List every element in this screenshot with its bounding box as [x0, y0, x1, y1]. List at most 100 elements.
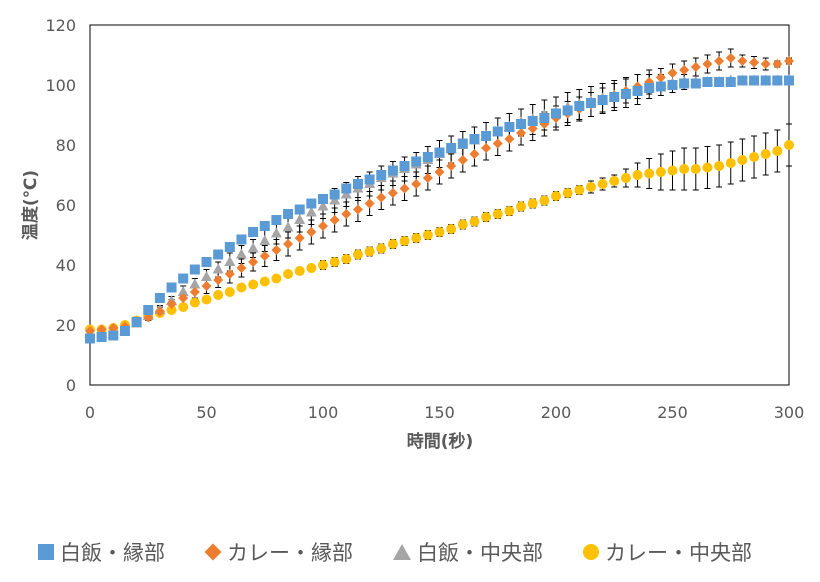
point-white-rice-edge [201, 257, 212, 267]
point-white-rice-edge [131, 317, 142, 327]
point-white-rice-edge [248, 227, 259, 237]
point-curry-center [760, 149, 771, 159]
point-curry-center [306, 263, 317, 273]
point-curry-center [201, 294, 212, 305]
point-curry-edge [364, 198, 375, 209]
point-curry-edge [434, 167, 445, 177]
point-white-rice-edge [737, 75, 748, 86]
x-tick-label: 300 [774, 403, 805, 422]
point-curry-center [178, 302, 189, 312]
point-curry-edge [469, 149, 480, 159]
point-white-rice-edge [539, 113, 550, 123]
point-white-rice-edge [772, 75, 783, 86]
y-tick-label: 20 [56, 316, 76, 335]
point-white-rice-center [282, 221, 294, 232]
point-curry-edge [667, 68, 678, 78]
point-curry-edge [352, 204, 363, 215]
point-curry-edge [306, 227, 317, 237]
point-curry-edge [248, 257, 259, 267]
point-white-rice-center [235, 248, 247, 259]
point-curry-center [702, 162, 713, 173]
point-white-rice-center [212, 263, 224, 274]
legend-label: 白飯・中央部 [417, 541, 543, 565]
point-curry-center [259, 276, 270, 287]
x-axis-title: 時間(秒) [407, 431, 474, 452]
point-white-rice-edge [213, 249, 224, 260]
point-curry-edge [154, 306, 165, 317]
point-white-rice-edge [259, 221, 270, 231]
point-white-rice-edge [154, 293, 165, 303]
point-curry-center [294, 266, 305, 276]
point-curry-edge [702, 59, 713, 69]
point-curry-center [725, 158, 736, 168]
legend-label: カレー・縁部 [227, 541, 353, 565]
point-white-rice-edge [85, 333, 95, 344]
point-white-rice-edge [749, 75, 760, 86]
x-tick-labels: 0 50 100 150 200 250 300 [85, 403, 804, 422]
point-curry-center [329, 257, 340, 267]
point-white-rice-center [317, 200, 329, 211]
point-curry-edge [376, 192, 387, 203]
point-curry-center [364, 246, 375, 257]
point-curry-center [166, 305, 177, 315]
legend-item-white-rice-center: 白飯・中央部 [393, 537, 543, 567]
point-curry-edge [189, 287, 200, 297]
point-curry-center [527, 198, 538, 209]
point-curry-center [341, 254, 352, 264]
point-curry-edge [318, 221, 328, 231]
x-tick-label: 150 [424, 403, 455, 422]
point-white-rice-edge [283, 209, 294, 219]
point-white-rice-edge [784, 75, 794, 86]
point-white-rice-center [201, 271, 212, 281]
point-curry-edge [481, 143, 492, 153]
legend-item-curry-center: カレー・中央部 [583, 537, 752, 567]
point-curry-center [644, 168, 655, 179]
point-curry-center [446, 224, 457, 234]
y-tick-label: 80 [56, 136, 76, 155]
point-curry-center [516, 201, 527, 212]
y-axis-title: 温度(℃) [20, 170, 41, 240]
point-white-rice-edge [481, 131, 492, 141]
point-white-rice-edge [364, 174, 375, 185]
point-white-rice-edge [679, 78, 690, 89]
point-white-rice-edge [434, 147, 445, 158]
point-white-rice-edge [551, 108, 561, 119]
point-white-rice-edge [341, 183, 352, 194]
point-curry-edge [178, 293, 189, 303]
point-curry-center [784, 140, 794, 150]
point-curry-edge [422, 173, 433, 183]
point-white-rice-edge [574, 101, 585, 111]
point-white-rice-edge [516, 119, 527, 129]
point-curry-edge [760, 59, 771, 69]
point-curry-center [574, 185, 585, 195]
point-white-rice-center [189, 278, 201, 289]
point-curry-center [387, 239, 398, 249]
legend-label: 白飯・縁部 [60, 541, 165, 565]
point-curry-center [620, 173, 631, 183]
point-curry-center [585, 182, 596, 192]
point-white-rice-center [270, 227, 282, 238]
point-white-rice-edge [96, 332, 107, 342]
point-curry-center [248, 279, 259, 290]
legend-item-white-rice-edge: 白飯・縁部 [38, 537, 165, 567]
point-curry-edge [341, 209, 352, 219]
point-white-rice-edge [457, 138, 468, 149]
point-white-rice-edge [306, 198, 317, 209]
point-curry-edge [772, 59, 783, 69]
point-curry-center [422, 230, 433, 240]
point-curry-edge [714, 56, 725, 66]
point-curry-center [457, 219, 468, 230]
point-curry-edge [492, 138, 503, 149]
point-white-rice-edge [504, 122, 515, 132]
point-curry-center [551, 191, 561, 201]
point-curry-edge [411, 179, 422, 189]
point-curry-center [224, 287, 235, 297]
x-tick-label: 250 [657, 403, 688, 422]
point-curry-edge [329, 215, 340, 225]
point-white-rice-edge [271, 215, 282, 225]
point-white-rice-edge [702, 77, 713, 87]
point-curry-center [399, 236, 410, 246]
point-curry-center [469, 216, 480, 227]
point-white-rice-edge [632, 86, 643, 96]
legend-circle-marker [583, 544, 599, 560]
